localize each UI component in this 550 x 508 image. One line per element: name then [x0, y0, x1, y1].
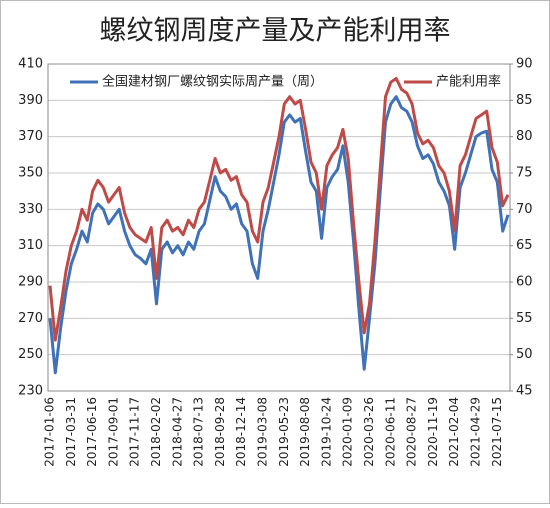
- series-line: [48, 95, 510, 375]
- x-tick-label: 2019-03-08: [256, 397, 270, 467]
- x-tick-label: 2021-04-29: [469, 397, 483, 467]
- x-tick-label: 2017-03-31: [64, 397, 78, 467]
- x-tick-label: 2019-10-24: [319, 397, 333, 467]
- y-tick-label: 290: [18, 275, 43, 290]
- plot-border: [47, 63, 511, 392]
- x-tick-label: 2020-11-19: [426, 397, 440, 467]
- x-tick-label: 2021-07-15: [490, 397, 504, 467]
- x-tick-label: 2020-01-09: [341, 397, 355, 467]
- y2-tick-label: 65: [516, 238, 533, 253]
- x-tick-label: 2017-01-06: [43, 397, 57, 467]
- y-tick-label: 410: [18, 57, 43, 72]
- x-tick-label: 2017-11-17: [128, 397, 142, 467]
- y2-tick-label: 70: [516, 202, 533, 217]
- y-tick-label: 350: [18, 166, 43, 181]
- y-tick-label: 250: [18, 347, 43, 362]
- y-tick-label: 310: [18, 238, 43, 253]
- y-tick-label: 330: [18, 202, 43, 217]
- x-tick-label: 2019-08-08: [298, 397, 312, 467]
- x-tick-label: 2020-03-26: [362, 397, 376, 467]
- x-tick-label: 2018-02-02: [149, 397, 163, 467]
- x-tick-label: 2021-02-04: [447, 397, 461, 467]
- x-tick-label: 2018-04-27: [170, 397, 184, 467]
- x-tick-label: 2017-09-01: [106, 397, 120, 467]
- series-line: [48, 77, 510, 342]
- y2-tick-label: 85: [516, 93, 533, 108]
- y-tick-label: 230: [18, 384, 43, 399]
- y-tick-label: 270: [18, 311, 43, 326]
- y2-tick-label: 55: [516, 311, 533, 326]
- x-tick-label: 2019-05-23: [277, 397, 291, 467]
- x-tick-label: 2018-09-28: [213, 397, 227, 467]
- y2-tick-label: 75: [516, 166, 533, 181]
- x-tick-label: 2017-06-16: [85, 397, 99, 467]
- legend-label: 产能利用率: [436, 74, 501, 90]
- chart-title: 螺纹钢周度产量及产能利用率: [100, 16, 451, 47]
- y-tick-label: 370: [18, 129, 43, 144]
- y2-tick-label: 90: [516, 57, 533, 72]
- y-tick-label: 390: [18, 93, 43, 108]
- y2-tick-label: 50: [516, 347, 533, 362]
- x-tick-label: 2018-07-13: [192, 397, 206, 467]
- y2-tick-label: 45: [516, 384, 533, 399]
- y2-tick-label: 60: [516, 275, 533, 290]
- y2-tick-label: 80: [516, 129, 533, 144]
- x-tick-label: 2020-06-11: [383, 397, 397, 467]
- legend-label: 全国建材钢厂螺纹钢实际周产量（周）: [102, 74, 323, 90]
- x-tick-label: 2018-12-14: [234, 397, 248, 467]
- x-tick-label: 2020-08-27: [405, 397, 419, 467]
